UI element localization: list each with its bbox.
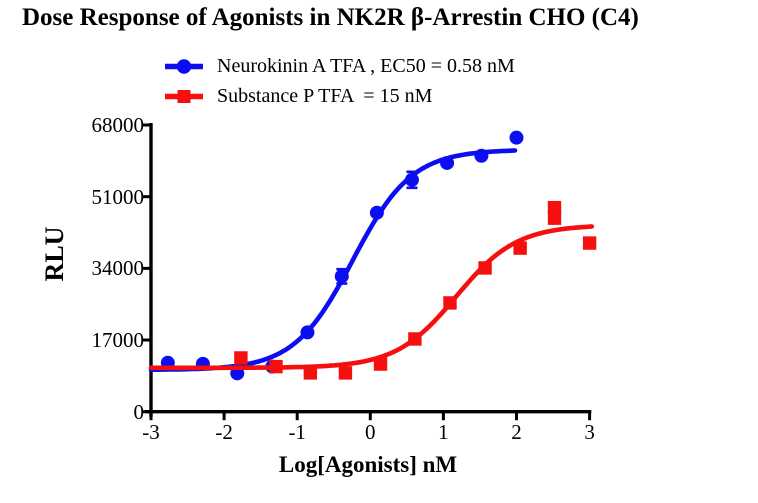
substance-p-point bbox=[269, 359, 283, 374]
neurokinin-a-point bbox=[369, 205, 384, 220]
neurokinin-a-point bbox=[300, 325, 315, 340]
circle-marker-icon bbox=[165, 59, 203, 74]
neurokinin-a-point bbox=[404, 172, 419, 187]
y-tick-label: 51000 bbox=[91, 184, 145, 209]
substance-p-point bbox=[373, 357, 388, 371]
neurokinin-a-fit-curve bbox=[148, 148, 518, 372]
x-tick-label: -3 bbox=[142, 420, 160, 444]
substance-p-fit-curve bbox=[148, 224, 595, 371]
substance-p-point bbox=[408, 332, 422, 346]
x-axis-title: Log[Agonists] nM bbox=[278, 452, 458, 477]
substance-p-point bbox=[547, 200, 562, 215]
x-tick-label: 0 bbox=[365, 420, 376, 444]
substance-p-point bbox=[443, 296, 457, 310]
legend-label: Substance P TFA = 15 nM bbox=[217, 85, 433, 107]
x-tick-label: -2 bbox=[215, 420, 233, 444]
legend-item-substance-p: Substance P TFA = 15 nM bbox=[163, 83, 515, 110]
neurokinin-a-point bbox=[440, 155, 455, 170]
substance-p-point bbox=[338, 366, 353, 380]
y-tick-label: 34000 bbox=[91, 256, 145, 281]
y-tick-label: 17000 bbox=[91, 328, 145, 352]
x-tick-label: 2 bbox=[511, 420, 522, 444]
legend-item-neurokinin: Neurokinin A TFA , EC50 = 0.58 nM bbox=[163, 53, 515, 80]
neurokinin-a-point bbox=[509, 130, 524, 145]
substance-p-point bbox=[234, 351, 248, 365]
neurokinin-a-point bbox=[334, 269, 349, 284]
substance-p-point bbox=[478, 261, 492, 275]
x-tick-label: 1 bbox=[438, 420, 449, 444]
substance-p-point bbox=[547, 211, 562, 225]
x-tick-label: -1 bbox=[288, 420, 306, 444]
x-tick-label: 3 bbox=[584, 420, 595, 444]
neurokinin-a-point bbox=[474, 148, 489, 163]
square-marker-icon bbox=[165, 90, 203, 103]
substance-p-point bbox=[303, 366, 318, 380]
substance-p-point bbox=[582, 236, 597, 250]
y-tick-label: 68000 bbox=[91, 113, 145, 137]
legend: Neurokinin A TFA , EC50 = 0.58 nM Substa… bbox=[163, 53, 515, 110]
y-tick-label: 0 bbox=[133, 400, 145, 424]
substance-p-point bbox=[513, 241, 527, 255]
y-axis-title: RLU bbox=[40, 226, 69, 282]
chart-title: Dose Response of Agonists in NK2R β-Arre… bbox=[22, 4, 639, 31]
legend-label: Neurokinin A TFA , EC50 = 0.58 nM bbox=[217, 55, 515, 77]
